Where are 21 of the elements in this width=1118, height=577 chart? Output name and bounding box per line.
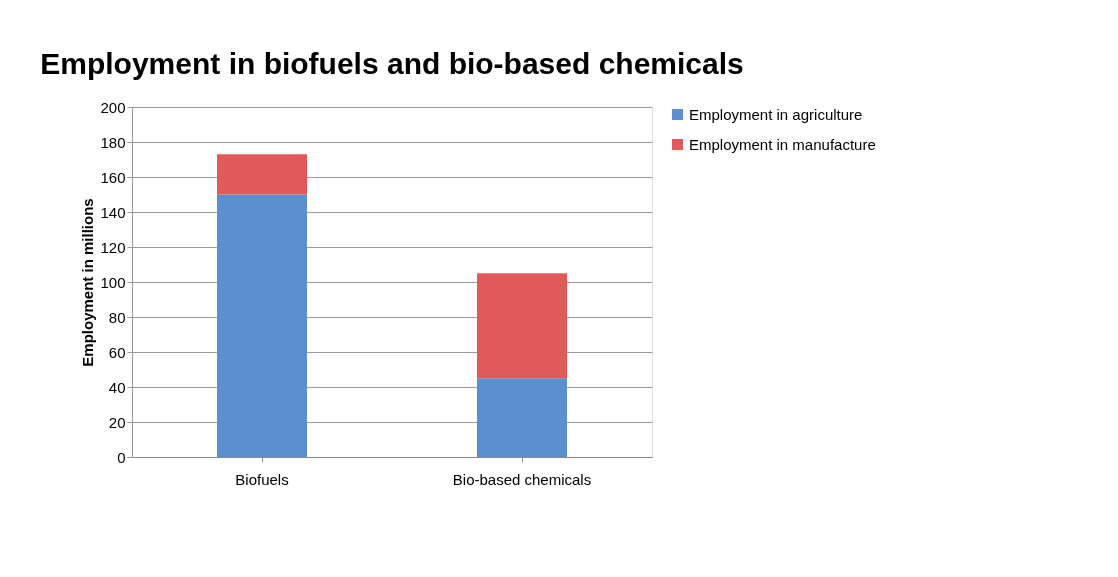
chart-title: Employment in biofuels and bio-based chemicals	[40, 47, 744, 80]
y-tick-label: 140	[100, 203, 126, 221]
bar	[477, 378, 567, 457]
y-tick-label: 40	[108, 378, 126, 396]
legend-label: Employment in agriculture	[689, 105, 863, 123]
y-tick-label: 100	[100, 273, 126, 291]
y-tick-label: 20	[108, 413, 126, 431]
bar	[217, 154, 307, 195]
x-tick-label: Bio-based chemicals	[452, 470, 592, 488]
y-tick-label: 200	[100, 98, 126, 116]
y-axis-title: Employment in millions	[79, 198, 97, 367]
bar	[477, 273, 567, 379]
y-tick-label: 80	[108, 308, 126, 326]
y-tick-label: 180	[100, 133, 126, 151]
y-tick-label: 60	[108, 343, 126, 361]
y-tick-label: 120	[100, 238, 126, 256]
y-tick-label: 160	[100, 168, 126, 186]
bar	[217, 194, 307, 457]
legend-label: Employment in manufacture	[689, 135, 876, 153]
x-tick-label: Biofuels	[235, 470, 289, 488]
y-tick-label: 0	[117, 448, 126, 466]
